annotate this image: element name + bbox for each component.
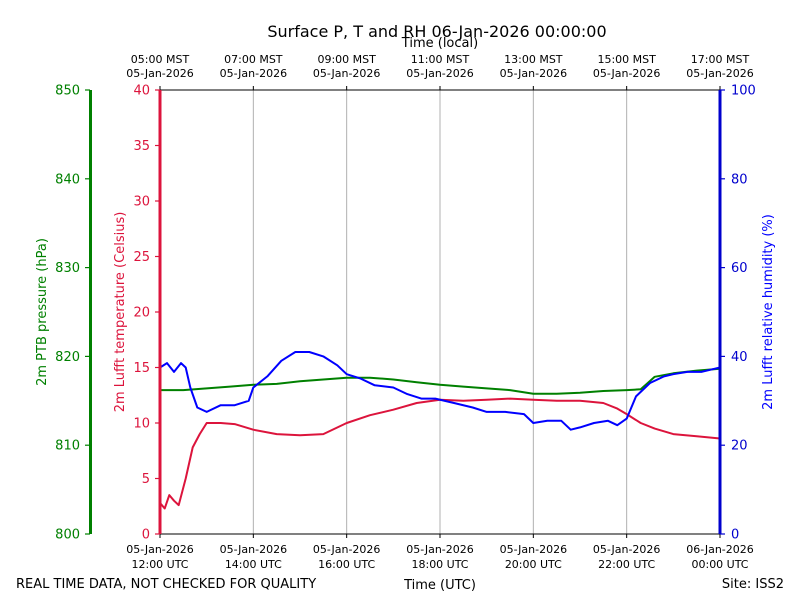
temperature-tick-label: 40 <box>133 84 150 99</box>
pressure-tick-label: 850 <box>55 84 80 99</box>
bottom-tick-label-date: 05-Jan-2026 <box>406 543 474 556</box>
temperature-tick-label: 10 <box>133 417 150 432</box>
top-tick-label-date: 05-Jan-2026 <box>313 67 381 80</box>
temperature-tick-label: 0 <box>142 528 150 543</box>
humidity-axis-label: 2m Lufft relative humidity (%) <box>761 214 776 410</box>
humidity-tick-label: 60 <box>731 261 748 276</box>
grid-lines <box>252 90 628 534</box>
top-tick-label-time: 05:00 MST <box>131 53 190 66</box>
top-tick-label-date: 05-Jan-2026 <box>686 67 754 80</box>
bottom-tick-label-date: 05-Jan-2026 <box>126 543 194 556</box>
temperature-tick-label: 15 <box>133 361 150 376</box>
humidity-axis: 0 20 40 60 80 100 <box>720 84 756 543</box>
bottom-tick-label-date: 05-Jan-2026 <box>313 543 381 556</box>
top-tick-label-date: 05-Jan-2026 <box>406 67 474 80</box>
data-quality-note: REAL TIME DATA, NOT CHECKED FOR QUALITY <box>16 577 316 592</box>
pressure-axis-label: 2m PTB pressure (hPa) <box>35 238 50 386</box>
bottom-tick-label-date: 05-Jan-2026 <box>593 543 661 556</box>
temperature-tick-label: 5 <box>142 472 150 487</box>
top-tick-label-date: 05-Jan-2026 <box>593 67 661 80</box>
pressure-tick-label: 830 <box>55 261 80 276</box>
top-tick-label-time: 09:00 MST <box>317 53 376 66</box>
pressure-tick-label: 810 <box>55 439 80 454</box>
temperature-tick-label: 20 <box>133 306 150 321</box>
bottom-time-axis: 05-Jan-2026 12:00 UTC 05-Jan-2026 14:00 UTC… <box>126 534 754 571</box>
pressure-tick-label: 800 <box>55 528 80 543</box>
temperature-axis-label: 2m Lufft temperature (Celsius) <box>113 212 128 413</box>
humidity-tick-label: 20 <box>731 439 748 454</box>
pressure-axis: 800 810 820 830 840 850 <box>55 84 90 543</box>
top-axis-label: Time (local) <box>401 36 478 51</box>
bottom-tick-label-date: 06-Jan-2026 <box>686 543 754 556</box>
bottom-tick-label-time: 20:00 UTC <box>505 558 562 571</box>
series-line-temperature <box>159 397 721 510</box>
pressure-tick-label: 820 <box>55 350 80 365</box>
bottom-tick-label-time: 00:00 UTC <box>691 558 748 571</box>
plot-series-group <box>159 351 721 510</box>
bottom-tick-label-time: 14:00 UTC <box>225 558 282 571</box>
bottom-axis-label: Time (UTC) <box>403 578 476 593</box>
temperature-axis: 0 5 10 15 20 25 30 35 40 <box>133 84 160 543</box>
bottom-tick-label-date: 05-Jan-2026 <box>500 543 568 556</box>
temperature-tick-label: 30 <box>133 195 150 210</box>
top-tick-label-date: 05-Jan-2026 <box>500 67 568 80</box>
pressure-tick-label: 840 <box>55 172 80 187</box>
site-label: Site: ISS2 <box>722 577 784 592</box>
humidity-tick-label: 0 <box>731 528 739 543</box>
top-tick-label-time: 15:00 MST <box>597 53 656 66</box>
bottom-tick-label-time: 16:00 UTC <box>318 558 375 571</box>
temperature-tick-label: 35 <box>133 139 150 154</box>
bottom-tick-label-date: 05-Jan-2026 <box>220 543 288 556</box>
bottom-tick-label-time: 22:00 UTC <box>598 558 655 571</box>
bottom-tick-label-time: 12:00 UTC <box>131 558 188 571</box>
humidity-tick-label: 100 <box>731 84 756 99</box>
chart-title: Surface P, T and RH 06-Jan-2026 00:00:00 <box>267 22 606 41</box>
top-tick-label-time: 07:00 MST <box>224 53 283 66</box>
bottom-tick-label-time: 18:00 UTC <box>411 558 468 571</box>
temperature-tick-label: 25 <box>133 250 150 265</box>
humidity-tick-label: 80 <box>731 172 748 187</box>
top-tick-label-date: 05-Jan-2026 <box>126 67 194 80</box>
humidity-tick-label: 40 <box>731 350 748 365</box>
series-line-humidity <box>159 351 721 431</box>
top-tick-label-time: 13:00 MST <box>504 53 563 66</box>
top-tick-label-time: 11:00 MST <box>411 53 470 66</box>
top-tick-label-time: 17:00 MST <box>691 53 750 66</box>
top-tick-label-date: 05-Jan-2026 <box>220 67 288 80</box>
